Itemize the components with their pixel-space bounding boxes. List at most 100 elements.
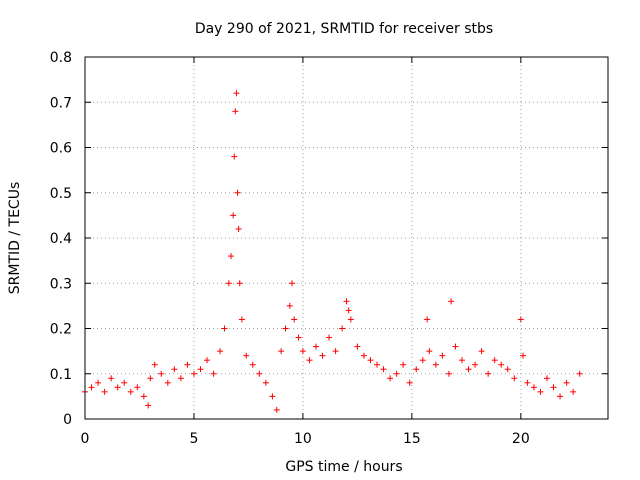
data-point (367, 357, 374, 364)
data-point (151, 361, 158, 368)
data-point (190, 370, 197, 377)
x-axis-title: GPS time / hours (285, 459, 402, 475)
data-point (249, 361, 256, 368)
data-point (286, 302, 293, 309)
data-point (231, 153, 238, 160)
y-tick-label: 0 (63, 412, 72, 428)
data-point (262, 379, 269, 386)
data-point (269, 393, 276, 400)
data-point (299, 348, 306, 355)
data-point (439, 352, 446, 359)
data-point (537, 388, 544, 395)
data-point (478, 348, 485, 355)
data-point (256, 370, 263, 377)
data-point (413, 366, 420, 373)
data-point (326, 334, 333, 341)
data-point (570, 388, 577, 395)
data-point (343, 298, 350, 305)
data-point (504, 366, 511, 373)
data-point (393, 370, 400, 377)
data-point (140, 393, 147, 400)
grid (85, 57, 608, 419)
data-point (550, 384, 557, 391)
data-point (282, 325, 289, 332)
data-point (400, 361, 407, 368)
y-tick-label: 0.5 (50, 186, 72, 202)
y-axis-title: SRMTID / TECUs (7, 182, 23, 295)
data-point (387, 375, 394, 382)
data-point (472, 361, 479, 368)
data-point (520, 352, 527, 359)
data-point (511, 375, 518, 382)
x-tick-label: 0 (81, 431, 90, 447)
data-point (289, 280, 296, 287)
x-tick-label: 10 (294, 431, 312, 447)
data-point (177, 375, 184, 382)
data-point (230, 212, 237, 219)
data-point (332, 348, 339, 355)
data-point (147, 375, 154, 382)
data-point (458, 357, 465, 364)
data-point (228, 253, 235, 260)
data-point (445, 370, 452, 377)
data-point (432, 361, 439, 368)
data-point (295, 334, 302, 341)
data-point (171, 366, 178, 373)
data-point (273, 406, 280, 413)
data-point (354, 343, 361, 350)
data-point (380, 366, 387, 373)
data-point (465, 366, 472, 373)
data-point (235, 225, 242, 232)
y-tick-label: 0.4 (50, 231, 72, 247)
data-point (498, 361, 505, 368)
data-point (234, 189, 241, 196)
y-tick-label: 0.1 (50, 367, 72, 383)
data-point (238, 316, 245, 323)
data-point (291, 316, 298, 323)
data-point (121, 379, 128, 386)
data-point (543, 375, 550, 382)
y-tick-label: 0.2 (50, 322, 72, 338)
y-tick-label: 0.3 (50, 276, 72, 292)
data-point (101, 388, 108, 395)
data-point (339, 325, 346, 332)
x-tick-label: 15 (403, 431, 421, 447)
data-point (164, 379, 171, 386)
data-point (406, 379, 413, 386)
data-point (345, 307, 352, 314)
data-point (347, 316, 354, 323)
data-points (82, 90, 583, 413)
data-point (233, 90, 240, 97)
data-point (232, 108, 239, 115)
x-tick-label: 20 (512, 431, 530, 447)
data-point (360, 352, 367, 359)
data-point (221, 325, 228, 332)
data-point (204, 357, 211, 364)
data-point (419, 357, 426, 364)
data-point (184, 361, 191, 368)
chart-title: Day 290 of 2021, SRMTID for receiver stb… (195, 21, 493, 37)
data-point (225, 280, 232, 287)
data-point (278, 348, 285, 355)
data-point (306, 357, 313, 364)
data-point (134, 384, 141, 391)
data-point (576, 370, 583, 377)
data-point (374, 361, 381, 368)
data-point (217, 348, 224, 355)
data-point (197, 366, 204, 373)
data-point (557, 393, 564, 400)
data-point (319, 352, 326, 359)
y-tick-label: 0.7 (50, 95, 72, 111)
data-point (426, 348, 433, 355)
data-point (312, 343, 319, 350)
data-point (236, 280, 243, 287)
data-point (158, 370, 165, 377)
data-point (145, 402, 152, 409)
data-point (95, 379, 102, 386)
y-tick-label: 0.8 (50, 50, 72, 66)
data-point (452, 343, 459, 350)
data-point (114, 384, 121, 391)
data-point (243, 352, 250, 359)
